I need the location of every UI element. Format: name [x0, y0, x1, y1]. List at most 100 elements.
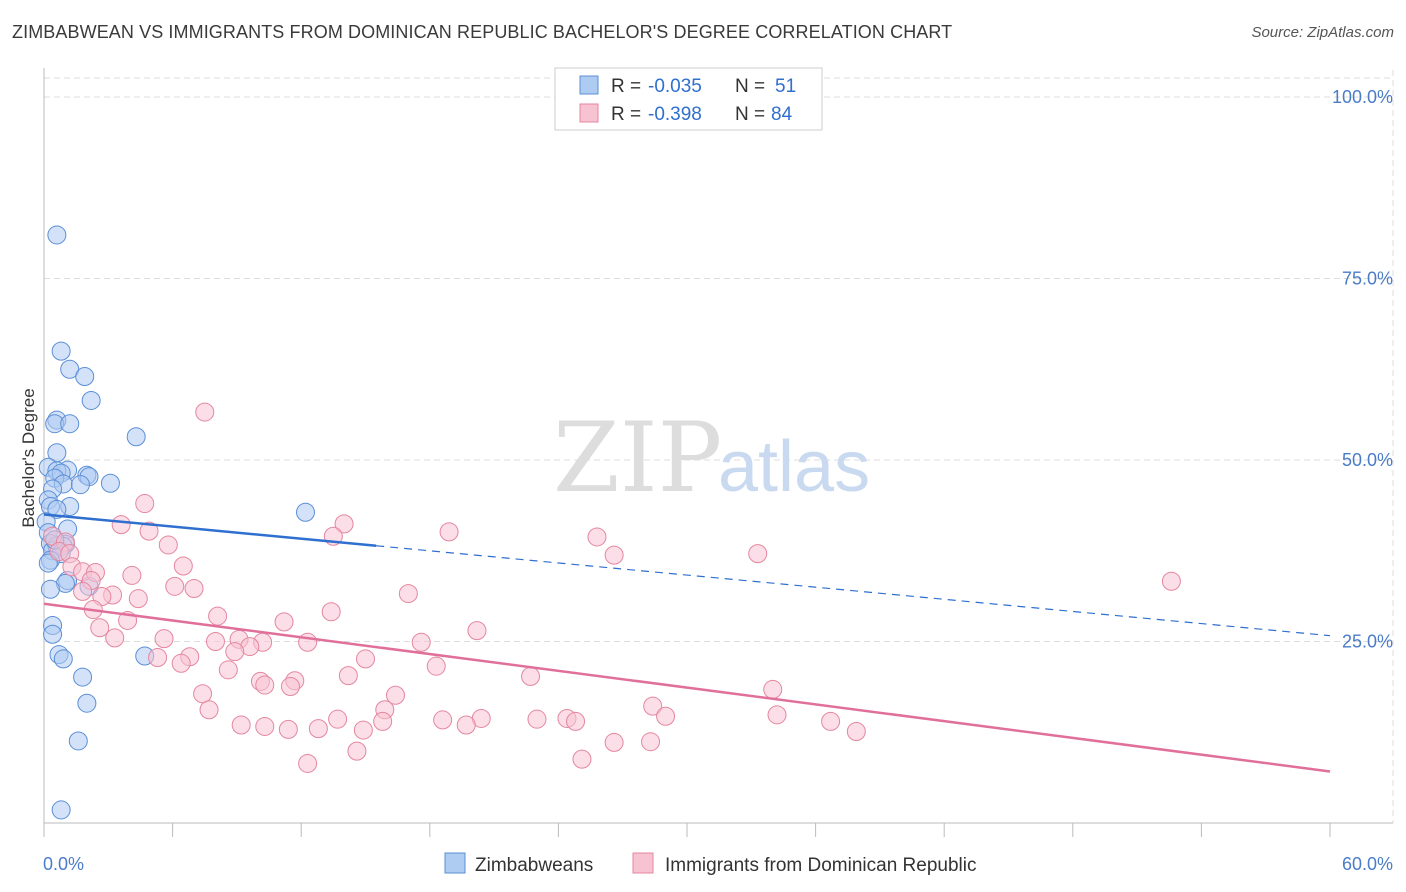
bottom-legend: Zimbabweans Immigrants from Dominican Re…	[444, 852, 977, 876]
dominican-point	[278, 719, 298, 739]
dominican-point	[527, 709, 547, 729]
zimbabwean-point	[70, 475, 90, 495]
dominican-point	[148, 647, 168, 667]
dominican-point	[347, 741, 367, 761]
dominican-point	[73, 581, 93, 601]
dominican-point	[353, 720, 373, 740]
x-tick-label-max: 60.0%	[1342, 854, 1393, 874]
axes	[43, 68, 1393, 837]
dominican-point	[386, 685, 406, 705]
trendline-zimbabweans-solid	[43, 513, 377, 548]
dominican-point	[122, 565, 142, 585]
legend-r-label-blue: R =	[611, 76, 641, 97]
dominican-point	[154, 629, 174, 649]
dominican-point	[255, 716, 275, 736]
dominican-point	[338, 666, 358, 686]
zimbabwean-point	[53, 649, 73, 669]
trendline-dominican	[43, 602, 1331, 773]
zimbabwean-point	[60, 414, 80, 434]
dominican-point	[748, 544, 768, 564]
dominican-point	[321, 602, 341, 622]
dominican-point	[604, 732, 624, 752]
dominican-point	[334, 514, 354, 534]
watermark-zip: ZIP	[553, 402, 722, 514]
dominican-point	[171, 653, 191, 673]
dominican-point	[467, 621, 487, 641]
series-dominican-points	[43, 402, 1181, 773]
x-tick-label-min: 0.0%	[43, 854, 84, 874]
dominican-point	[328, 709, 348, 729]
zimbabwean-point	[75, 367, 95, 387]
zimbabwean-point	[47, 499, 67, 519]
dominican-point	[205, 632, 225, 651]
bottom-legend-swatch-blue	[444, 852, 466, 874]
trendline-zimbabweans-dashed	[376, 545, 1331, 637]
zimbabwean-point	[295, 502, 315, 522]
dominican-point	[184, 579, 204, 599]
dominican-point	[656, 706, 676, 726]
dominican-point	[274, 612, 294, 632]
dominican-point	[1161, 571, 1181, 591]
dominican-point	[165, 576, 185, 596]
dominican-point	[225, 642, 245, 662]
y-tick-labels: 25.0% 50.0% 75.0% 100.0%	[1332, 87, 1393, 652]
dominican-point	[763, 679, 783, 699]
dominican-point	[426, 656, 446, 676]
dominican-point	[298, 632, 318, 652]
dominican-point	[218, 660, 238, 680]
dominican-point	[195, 402, 215, 422]
dominican-point	[439, 522, 459, 542]
y-axis-label: Bachelor's Degree	[19, 388, 38, 527]
legend-r-value-pink: -0.398	[648, 104, 702, 125]
zimbabwean-point	[77, 693, 97, 713]
legend-n-label-blue: N =	[735, 76, 765, 97]
dominican-point	[199, 700, 219, 720]
zimbabwean-point	[68, 731, 88, 751]
bottom-legend-swatch-pink	[632, 852, 654, 874]
zimbabwean-point	[81, 390, 101, 410]
dominican-point	[231, 715, 251, 735]
dominican-point	[255, 675, 275, 695]
dominican-point	[373, 711, 393, 731]
dominican-point	[111, 515, 131, 535]
dominican-point	[90, 618, 110, 638]
legend-r-label-pink: R =	[611, 104, 641, 125]
dominican-point	[641, 732, 661, 752]
watermark-atlas: atlas	[718, 427, 870, 507]
legend-swatch-pink	[579, 103, 599, 123]
y-tick-label-50: 50.0%	[1342, 450, 1393, 470]
legend-r-value-blue: -0.035	[648, 76, 702, 97]
bottom-legend-label-zimbabweans: Zimbabweans	[475, 855, 593, 876]
zimbabwean-point	[40, 579, 60, 599]
dominican-point	[572, 749, 592, 769]
dominican-point	[356, 649, 375, 669]
zimbabwean-point	[43, 624, 63, 644]
dominican-point	[128, 589, 148, 609]
zimbabwean-point	[51, 341, 71, 361]
dominican-point	[433, 710, 453, 730]
zimbabwean-point	[51, 800, 71, 820]
zimbabwean-point	[47, 225, 67, 245]
dominican-point	[767, 705, 787, 725]
legend-n-value-pink: 84	[771, 104, 793, 125]
dominican-point	[411, 632, 431, 652]
dominican-point	[821, 711, 841, 731]
dominican-point	[158, 535, 178, 555]
legend: R = -0.035 N = 51 R = -0.398 N = 84	[554, 67, 823, 131]
dominican-point	[308, 719, 328, 739]
legend-n-value-blue: 51	[775, 76, 796, 97]
dominican-point	[521, 666, 541, 686]
zimbabwean-point	[100, 473, 120, 493]
y-tick-label-25: 25.0%	[1342, 632, 1393, 652]
dominican-point	[456, 715, 476, 735]
dominican-point	[566, 711, 586, 731]
dominican-point	[846, 722, 866, 742]
y-tick-label-75: 75.0%	[1342, 269, 1393, 289]
bottom-legend-label-dominican: Immigrants from Dominican Republic	[665, 855, 977, 876]
legend-swatch-blue	[579, 75, 599, 95]
dominican-point	[105, 628, 125, 648]
dominican-point	[173, 556, 193, 576]
dominican-point	[139, 521, 159, 541]
dominican-point	[280, 677, 300, 697]
